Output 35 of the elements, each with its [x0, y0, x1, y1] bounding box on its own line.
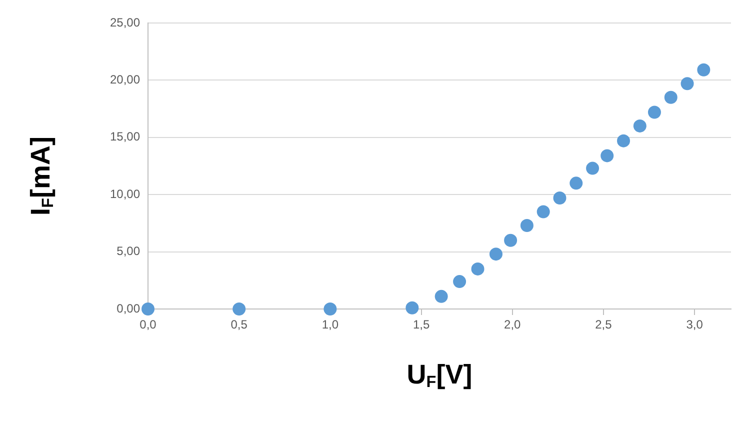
- point: [489, 248, 502, 261]
- point: [600, 149, 614, 162]
- point: [664, 90, 678, 104]
- point: [504, 234, 518, 247]
- point: [617, 134, 630, 148]
- point: [553, 192, 566, 205]
- x-tick-label: 1,5: [412, 318, 430, 332]
- point: [520, 218, 534, 232]
- point: [434, 290, 448, 303]
- y-axis-title: IF[mA]: [25, 136, 58, 216]
- point: [324, 302, 337, 316]
- y-tick-label: 15,00: [110, 130, 140, 144]
- x-tick-label: 3,0: [686, 318, 704, 332]
- point: [570, 176, 583, 190]
- point: [536, 205, 550, 218]
- x-tick-label: 2,5: [595, 318, 612, 332]
- y-tick-label: 20,00: [110, 72, 140, 87]
- point: [406, 301, 419, 314]
- point: [680, 77, 694, 90]
- point: [648, 106, 661, 119]
- point: [471, 262, 484, 276]
- point: [232, 302, 246, 316]
- x-tick-label: 2,0: [504, 318, 522, 332]
- point: [633, 119, 646, 132]
- x-tick-label: 0,5: [230, 318, 248, 332]
- x-tick-label: 1,0: [322, 318, 339, 332]
- point: [453, 275, 466, 288]
- y-tick-label: 0,00: [116, 301, 140, 316]
- y-tick-label: 5,00: [116, 244, 140, 258]
- point: [586, 162, 600, 175]
- point: [697, 63, 710, 76]
- y-tick-label: 10,00: [110, 186, 140, 201]
- point: [142, 302, 154, 316]
- y-tick-label: 25,00: [110, 15, 140, 30]
- x-tick-label: 0,0: [140, 318, 157, 332]
